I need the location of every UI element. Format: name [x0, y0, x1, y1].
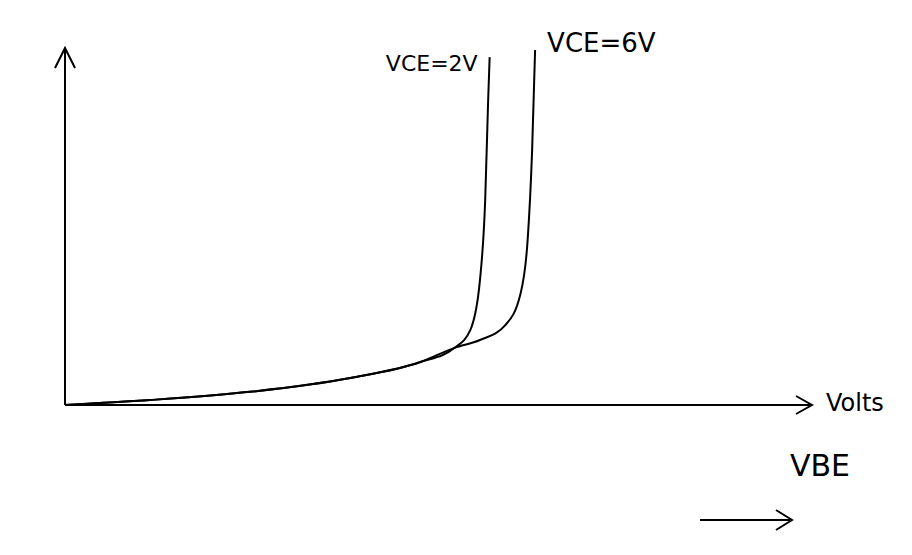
- html-text:VBE: VBE: [790, 448, 851, 483]
- svg-text:VCE=6V: VCE=6V: [547, 28, 656, 58]
- svg-text:VCE=2V: VCE=2V: [386, 51, 478, 76]
- html-text:Volts: Volts: [826, 389, 884, 417]
